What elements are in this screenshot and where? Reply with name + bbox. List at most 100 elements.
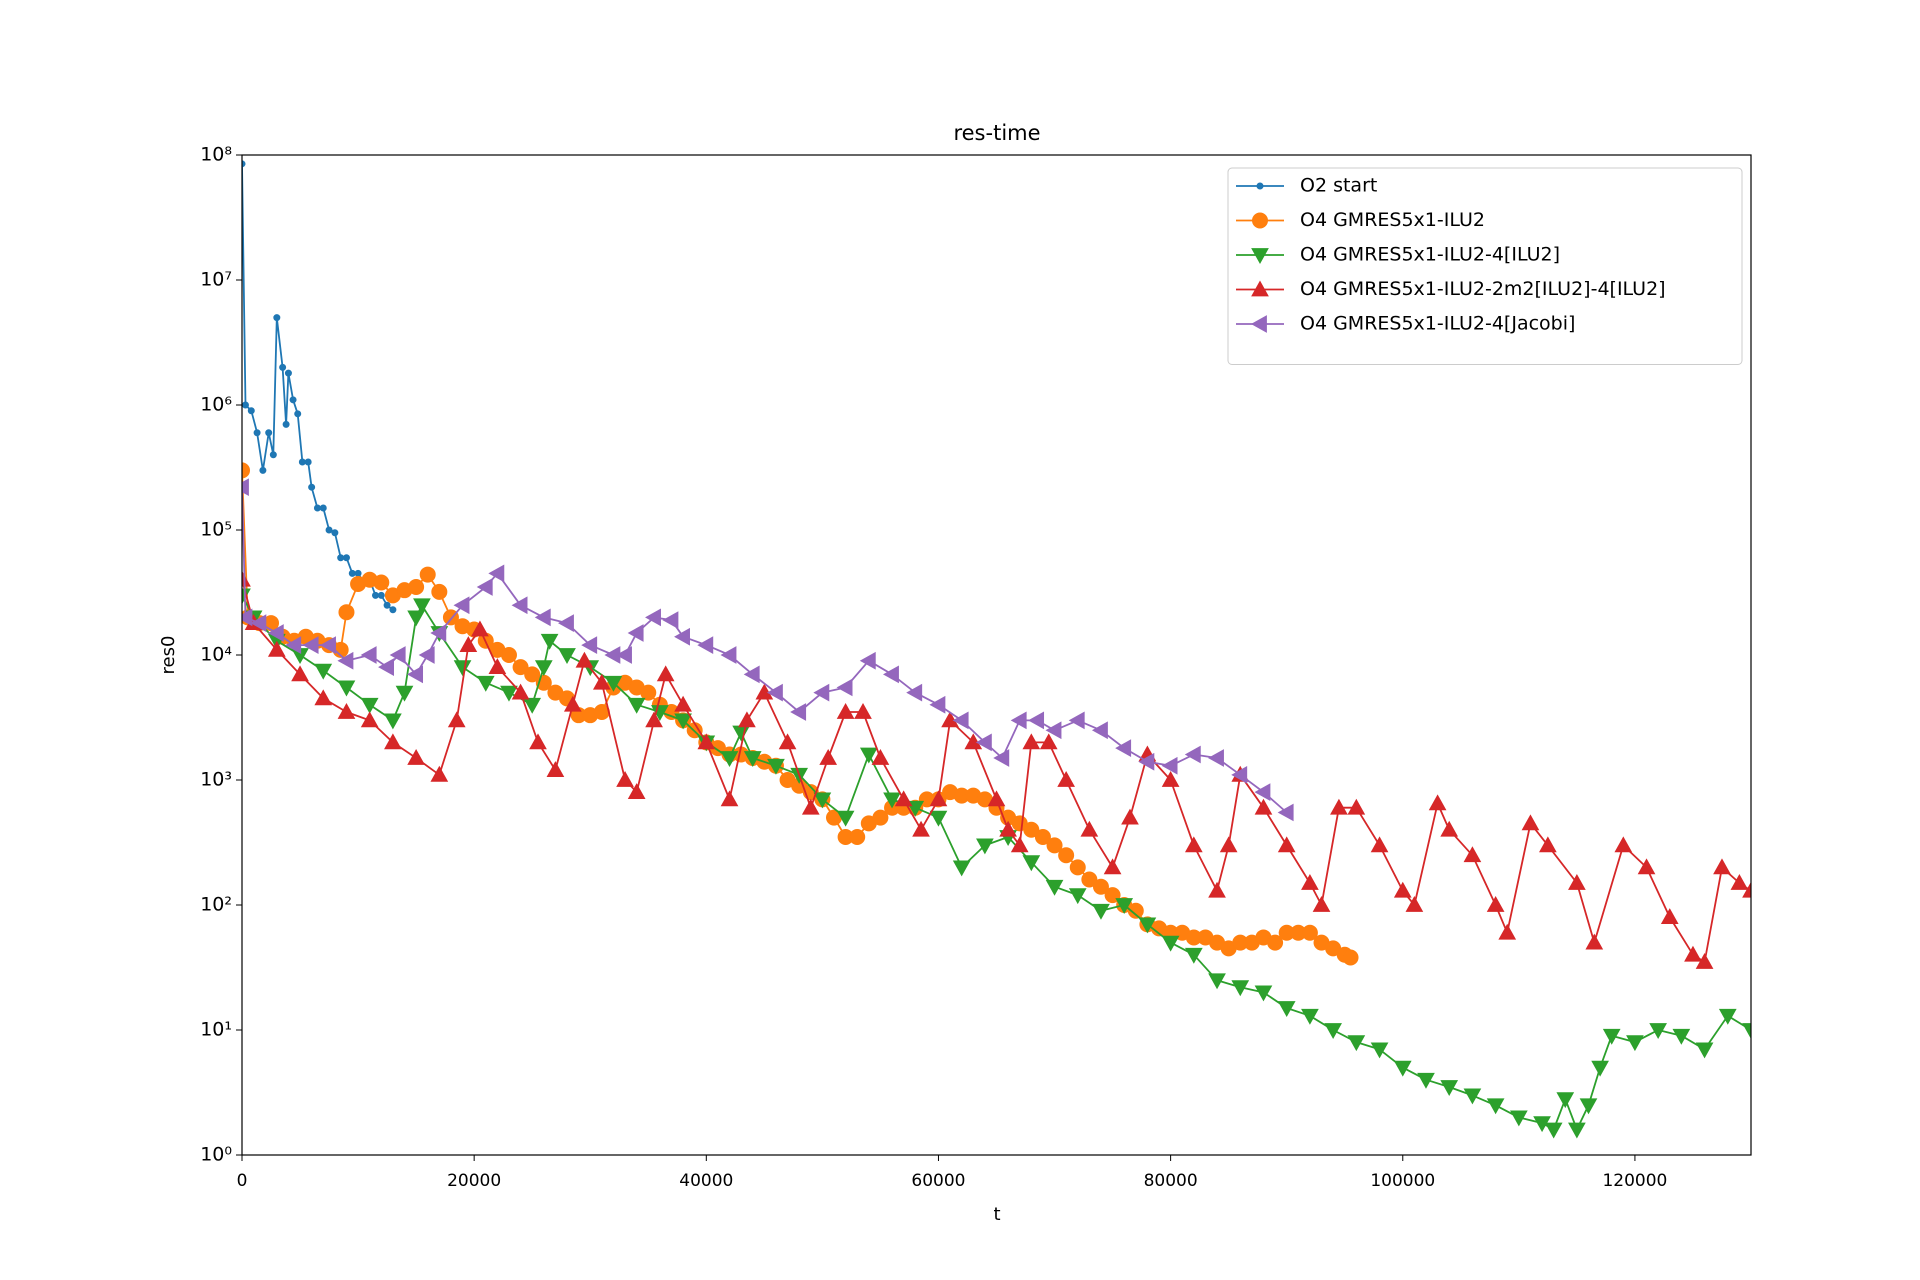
marker [1312,895,1331,912]
x-axis-label: t [993,1204,1000,1225]
marker [1370,836,1389,853]
marker [523,697,542,714]
marker [1486,895,1505,912]
marker [389,646,406,664]
marker [1695,1042,1714,1059]
marker [304,458,312,466]
marker [1324,1023,1342,1040]
marker [645,608,661,627]
legend-label: O2 start [1300,175,1377,197]
marker [1121,808,1139,825]
marker [282,420,290,428]
marker [354,569,362,577]
marker [377,591,385,599]
marker [337,702,356,719]
marker [1023,821,1040,838]
marker [1440,820,1459,837]
marker [1585,933,1604,950]
marker [1556,1092,1575,1109]
marker [1115,739,1132,757]
marker [384,733,402,750]
marker [1254,798,1273,815]
marker [540,633,559,650]
legend-label: O4 GMRES5x1-ILU2 [1300,209,1485,231]
marker [952,860,971,877]
marker [247,407,255,415]
marker [1660,908,1679,925]
marker [1539,836,1557,853]
marker [360,697,379,714]
marker [431,583,448,600]
marker [407,665,424,684]
marker [1267,934,1284,951]
y-tick-label: 10⁷ [200,269,232,291]
marker [697,733,716,750]
marker [941,711,959,728]
marker [1521,814,1540,831]
marker [743,751,762,768]
marker [883,665,899,684]
marker [616,770,634,787]
y-tick-label: 10² [200,894,232,916]
marker [408,578,425,595]
marker [1463,1088,1482,1105]
marker [894,790,913,807]
marker [1231,980,1250,997]
marker [662,611,679,630]
marker [500,685,518,702]
marker [242,478,249,497]
marker [813,683,830,702]
marker [999,820,1017,837]
marker [1208,973,1226,990]
marker [912,820,930,837]
marker [1730,873,1749,890]
marker [1256,182,1264,190]
marker [1092,903,1110,920]
marker [1579,1098,1598,1115]
marker [273,314,281,322]
marker [1058,847,1075,864]
marker [430,624,447,642]
marker [836,810,855,827]
marker [511,596,528,615]
x-tick-label: 20000 [447,1171,501,1191]
marker [1219,836,1238,853]
marker [1068,711,1085,730]
marker [871,748,890,765]
marker [976,838,994,855]
marker [1022,733,1041,750]
marker [778,733,797,750]
marker [395,685,414,702]
marker [360,711,379,728]
marker [1277,803,1294,822]
marker [581,636,598,654]
marker [1161,756,1178,775]
marker [1161,770,1180,787]
marker [267,624,284,642]
legend: O2 start O4 GMRES5x1-ILU2 O4 GMRES5x1-ILU2… [1227,167,1743,365]
marker [337,680,356,697]
marker [558,648,576,665]
legend-label: O4 GMRES5x1-ILU2-4[ILU2] [1300,244,1560,266]
marker [331,529,339,537]
marker [459,636,478,653]
marker [529,733,547,750]
marker [378,658,394,676]
marker [929,790,948,807]
marker [389,606,397,614]
x-tick-label: 60000 [911,1171,965,1191]
marker [1138,917,1157,934]
marker [298,458,306,466]
marker [849,828,866,845]
marker [575,651,594,668]
marker [1250,315,1267,333]
marker [342,554,350,562]
marker [1301,873,1319,890]
marker [790,703,807,721]
marker [242,160,246,168]
marker [1254,783,1271,801]
marker [383,601,391,609]
marker [1568,873,1586,890]
marker [476,578,493,596]
marker [1718,1008,1737,1025]
